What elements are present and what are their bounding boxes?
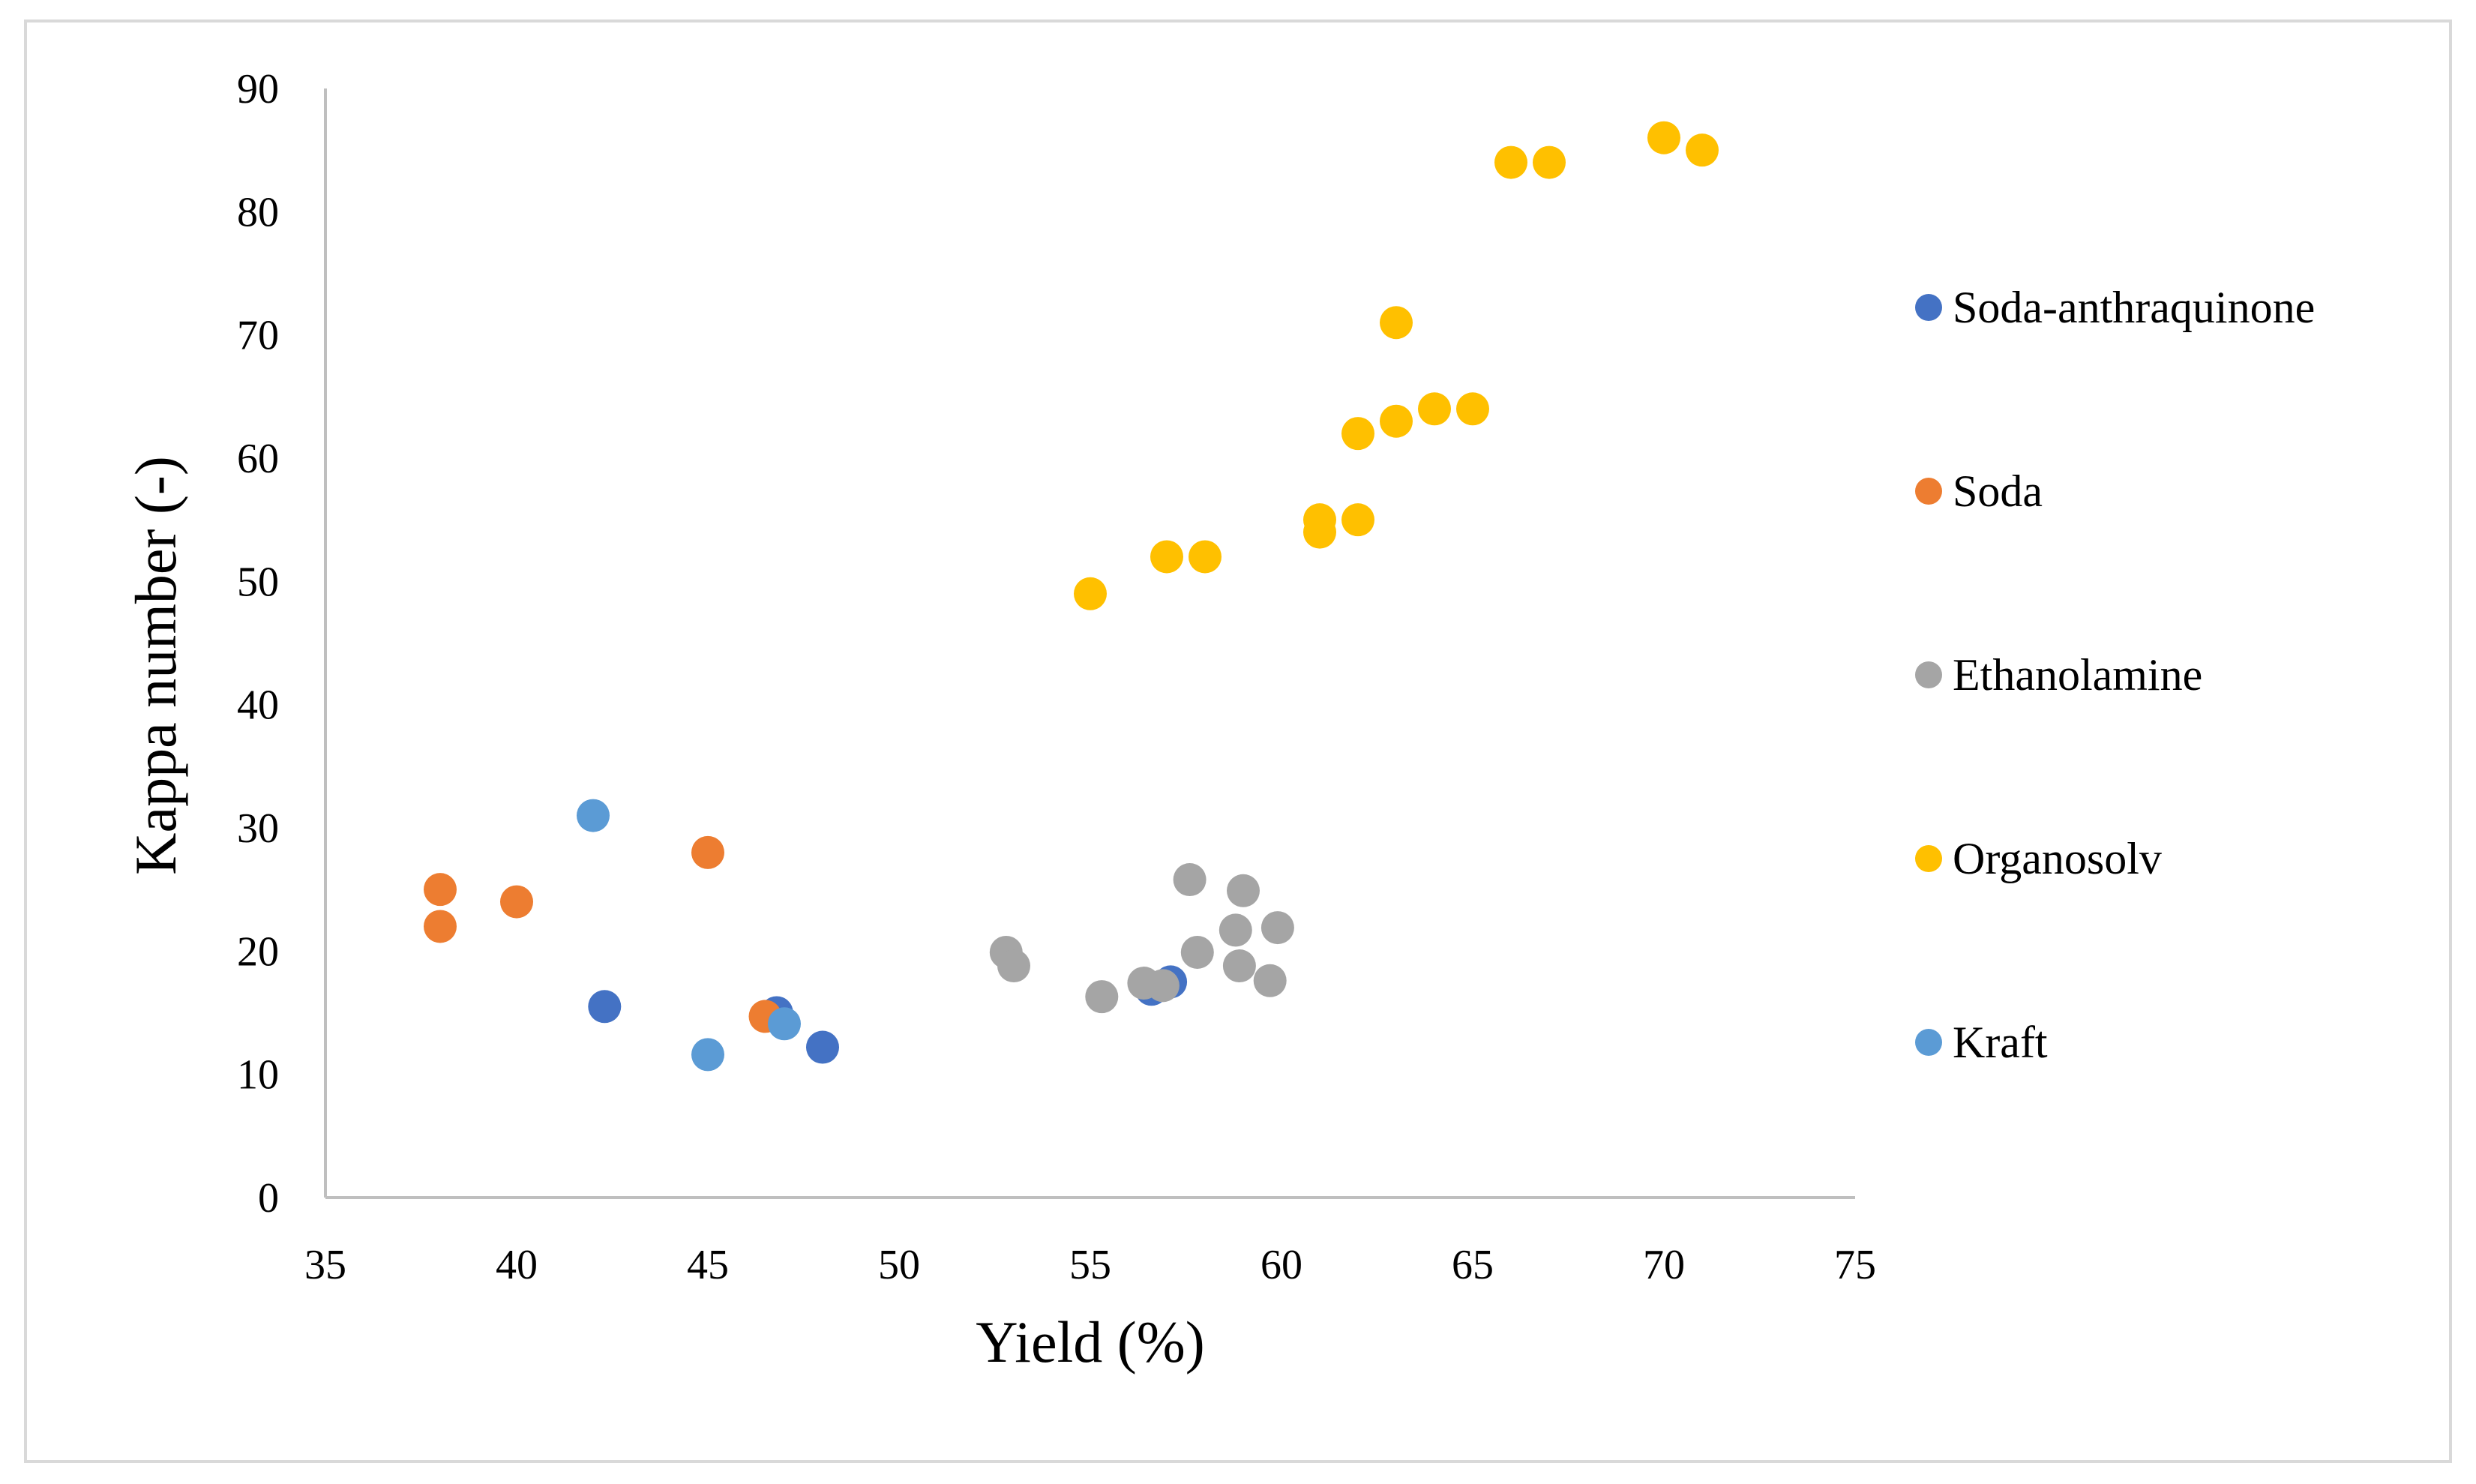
data-point — [1418, 392, 1451, 426]
y-tick-label: 60 — [237, 436, 279, 482]
data-point — [691, 1038, 724, 1072]
series-soda — [424, 835, 782, 1033]
data-point — [1533, 145, 1566, 179]
y-tick-labels: 0 10 20 30 40 50 60 70 80 90 — [237, 66, 279, 1222]
y-tick-label: 70 — [237, 313, 279, 359]
data-point — [1647, 121, 1680, 154]
x-tick-label: 45 — [687, 1242, 729, 1288]
data-point — [1219, 913, 1252, 947]
y-tick-label: 0 — [258, 1175, 279, 1222]
data-point — [1260, 911, 1294, 945]
data-point — [424, 910, 457, 943]
data-point — [1227, 874, 1260, 907]
data-points — [424, 121, 1719, 1072]
y-tick-label: 80 — [237, 189, 279, 235]
x-tick-label: 35 — [304, 1242, 346, 1288]
data-point — [424, 873, 457, 907]
legend-marker — [1915, 478, 1942, 505]
data-point — [1380, 306, 1413, 340]
data-point — [1180, 935, 1214, 969]
legend-label: Kraft — [1953, 1018, 2048, 1067]
x-tick-label: 40 — [496, 1242, 538, 1288]
data-point — [1222, 949, 1256, 983]
legend-label: Soda — [1953, 466, 2043, 516]
data-point — [691, 835, 724, 869]
legend-marker — [1915, 1029, 1942, 1056]
data-point — [500, 885, 533, 919]
legend-label: Organosolv — [1953, 834, 2162, 883]
data-point — [577, 799, 610, 832]
data-point — [1686, 133, 1719, 167]
data-point — [768, 1007, 801, 1041]
x-tick-label: 55 — [1069, 1242, 1111, 1288]
axes — [324, 88, 1855, 1199]
y-tick-label: 10 — [237, 1052, 279, 1099]
scatter-chart: 0 10 20 30 40 50 60 70 80 90 35 40 45 50 55 60 65 70 75 Y… — [123, 66, 2315, 1375]
data-point — [1341, 503, 1374, 537]
data-point — [1085, 980, 1119, 1014]
data-point — [1341, 417, 1374, 451]
data-point — [1146, 969, 1180, 1003]
series-ethanolamine — [989, 863, 1294, 1014]
x-tick-label: 70 — [1643, 1242, 1685, 1288]
chart-frame: 0 10 20 30 40 50 60 70 80 90 35 40 45 50 55 60 65 70 75 Y… — [24, 19, 2452, 1463]
data-point — [1303, 503, 1336, 537]
y-tick-label: 90 — [237, 66, 279, 112]
x-tick-label: 50 — [878, 1242, 920, 1288]
x-tick-labels: 35 40 45 50 55 60 65 70 75 — [304, 1242, 1876, 1288]
x-tick-label: 75 — [1834, 1242, 1876, 1288]
y-tick-label: 30 — [237, 805, 279, 852]
x-tick-label: 65 — [1452, 1242, 1494, 1288]
y-axis-title: Kappa number (-) — [123, 456, 188, 875]
data-point — [1456, 392, 1489, 426]
data-point — [1074, 577, 1107, 610]
data-point — [1189, 540, 1222, 574]
series-organosolv — [1074, 121, 1719, 610]
data-point — [1380, 404, 1413, 438]
legend-marker — [1915, 845, 1942, 872]
data-point — [997, 949, 1030, 983]
legend-label: Ethanolamine — [1953, 650, 2202, 700]
y-tick-label: 40 — [237, 682, 279, 729]
data-point — [1150, 540, 1183, 574]
series-kraft — [577, 799, 801, 1072]
data-point — [1253, 964, 1287, 997]
data-point — [1494, 145, 1527, 179]
y-tick-label: 50 — [237, 559, 279, 605]
legend-marker — [1915, 661, 1942, 688]
series-soda-anthraquinone — [588, 965, 1188, 1064]
y-tick-label: 20 — [237, 928, 279, 975]
x-axis-title: Yield (%) — [976, 1309, 1204, 1375]
legend: Soda-anthraquinone Soda Ethanolamine Organo… — [1915, 283, 2315, 1067]
data-point — [1173, 863, 1207, 897]
data-point — [588, 990, 622, 1024]
x-tick-label: 60 — [1260, 1242, 1302, 1288]
data-point — [806, 1030, 839, 1064]
legend-marker — [1915, 294, 1942, 321]
legend-label: Soda-anthraquinone — [1953, 283, 2315, 332]
